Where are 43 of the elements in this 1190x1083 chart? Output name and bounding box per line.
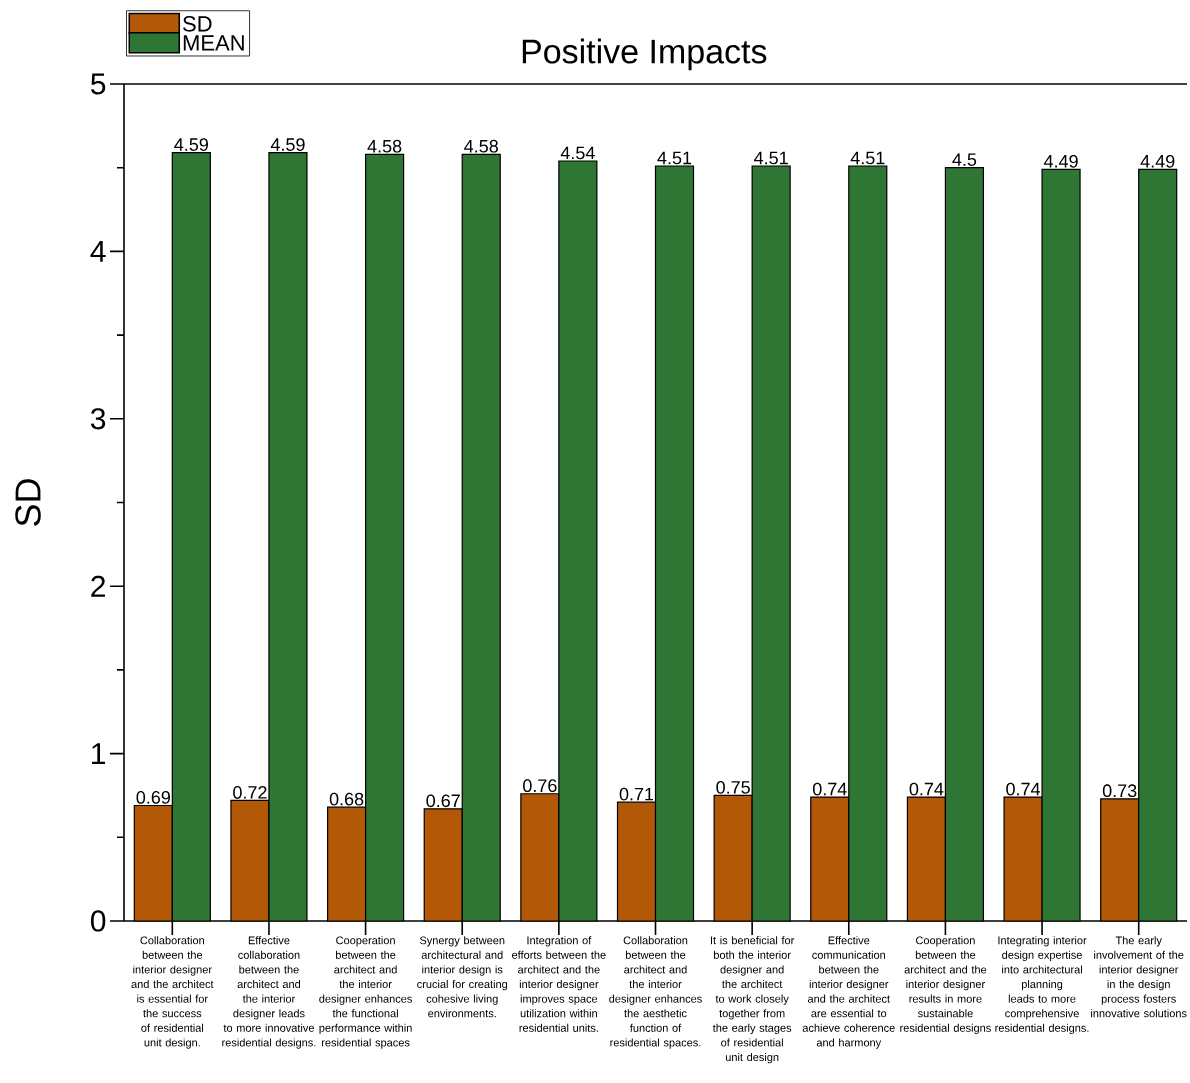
- data-label: 4.51: [850, 151, 885, 165]
- x-tick-label: Collaboration between the architect and the interior designer enhances the aesthetic function of residential spaces.: [609, 936, 702, 1049]
- x-tick-label: The early involvement of the interior designer in the design process fosters innovative solutions: [1091, 936, 1187, 1018]
- x-tick-label: Synergy between architectural and interior design is crucial for creating cohesive living environments.: [417, 936, 508, 1018]
- y-tick-label: 1: [92, 743, 106, 764]
- y-tick-label: 3: [90, 408, 106, 430]
- x-tick-label: Effective collaboration between the architect and the interior designer leads to more innovative residential designs.: [222, 936, 316, 1049]
- y-tick-label: 4: [90, 241, 106, 262]
- data-label: 4.54: [560, 146, 595, 160]
- x-tick-label: Cooperation between the architect and the interior designer results in more sustainable residential designs: [900, 936, 991, 1035]
- x-tick-label: Cooperation between the architect and the interior designer enhances the functional performance within residential spaces: [319, 936, 412, 1049]
- data-label: 0.69: [136, 791, 170, 804]
- data-label: 0.74: [909, 782, 944, 796]
- y-tick-label: 2: [91, 575, 105, 597]
- x-tick-label: Collaboration between the interior designer and the architect is essential for the success of residential unit design.: [131, 936, 214, 1049]
- data-label: 4.49: [1140, 154, 1175, 168]
- y-tick-label: 5: [91, 73, 106, 95]
- data-label: 0.74: [812, 782, 847, 796]
- data-label: 4.51: [754, 151, 788, 165]
- data-label: 0.68: [329, 792, 364, 806]
- data-label: 0.72: [233, 786, 267, 799]
- category-label: It is beneficial for both the interior designer and the architect to work closely together from the early stages of residential unit design: [710, 936, 795, 1064]
- data-label: 0.76: [523, 779, 557, 793]
- data-label: 4.5: [952, 153, 977, 166]
- x-tick-label: Integrating interior design expertise into architectural planning leads to more comprehensive residential designs.: [995, 936, 1089, 1035]
- y-axis-title: SD: [15, 479, 41, 526]
- data-label: 0.75: [716, 781, 750, 794]
- data-label: 4.49: [1043, 154, 1078, 168]
- data-label: 4.51: [657, 151, 692, 165]
- legend-label: MEAN: [183, 35, 244, 51]
- data-label: 0.67: [426, 794, 460, 808]
- data-label: 0.73: [1102, 784, 1137, 798]
- data-label: 0.74: [1006, 782, 1041, 796]
- data-label: 4.59: [174, 138, 208, 151]
- data-label: 4.58: [464, 139, 498, 153]
- chart-title: Positive Impacts: [522, 38, 767, 71]
- x-tick-label: Effective communication between the interior designer and the architect are essential to achieve coherence and harmony: [802, 936, 895, 1049]
- data-label: 0.71: [619, 787, 654, 801]
- x-tick-label: Integration of efforts between the architect and the interior designer improves space utilization within residential units.: [512, 936, 606, 1032]
- legend-label: SD: [183, 16, 212, 32]
- data-label: 4.58: [367, 139, 402, 153]
- data-label: 4.59: [270, 138, 305, 151]
- y-tick-label: 0: [90, 910, 106, 932]
